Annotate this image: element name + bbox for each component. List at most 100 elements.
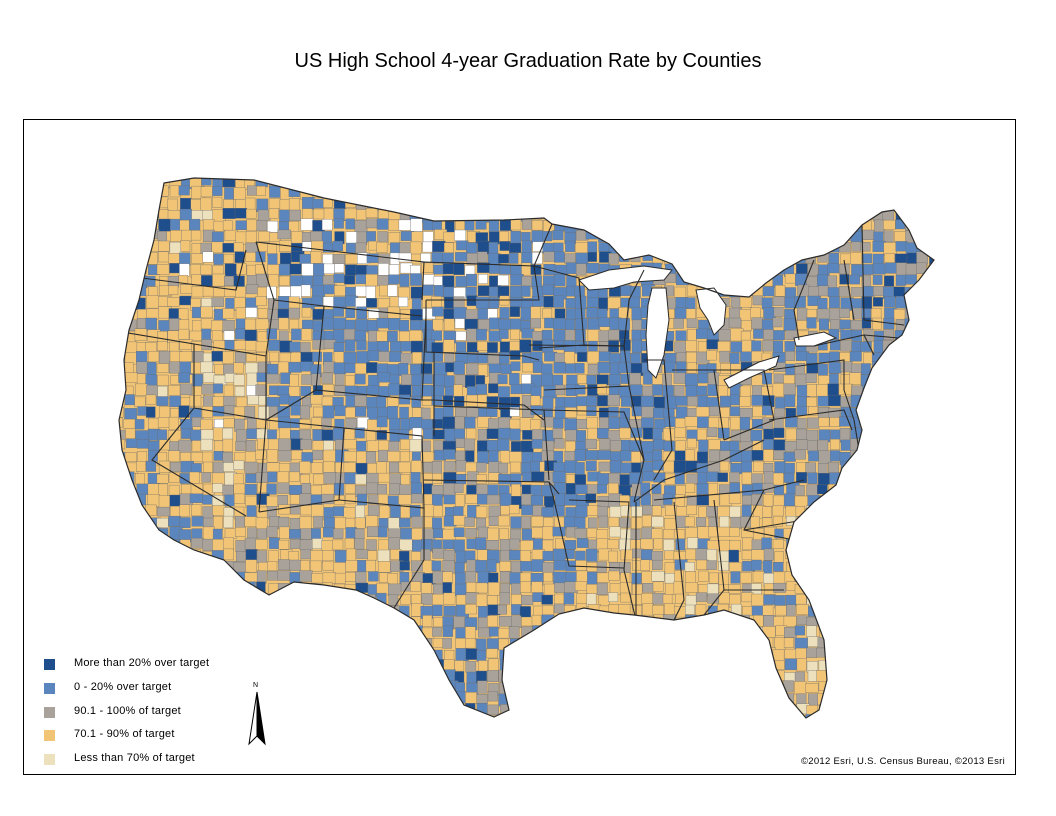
county[interactable] <box>431 252 443 264</box>
county[interactable] <box>520 727 530 737</box>
county[interactable] <box>696 626 706 640</box>
county[interactable] <box>807 231 820 242</box>
county[interactable] <box>664 185 677 199</box>
county[interactable] <box>706 714 719 724</box>
county[interactable] <box>839 319 851 329</box>
county[interactable] <box>531 614 542 627</box>
county[interactable] <box>258 406 271 420</box>
county[interactable] <box>797 188 810 200</box>
county[interactable] <box>541 373 553 387</box>
county[interactable] <box>377 606 391 620</box>
county[interactable] <box>134 176 146 186</box>
county[interactable] <box>576 538 589 548</box>
county[interactable] <box>323 472 337 484</box>
county[interactable] <box>178 275 189 285</box>
county[interactable] <box>387 627 401 638</box>
county[interactable] <box>168 416 179 431</box>
county[interactable] <box>169 395 181 408</box>
county[interactable] <box>289 614 302 627</box>
county[interactable] <box>301 175 314 186</box>
county[interactable] <box>431 296 442 308</box>
county[interactable] <box>378 449 390 462</box>
county[interactable] <box>927 528 937 540</box>
county[interactable] <box>324 694 337 705</box>
county[interactable] <box>807 670 818 682</box>
county[interactable] <box>850 659 863 672</box>
county[interactable] <box>851 727 864 736</box>
county[interactable] <box>929 229 941 242</box>
county[interactable] <box>917 584 931 594</box>
county[interactable] <box>499 726 512 737</box>
county[interactable] <box>345 307 356 318</box>
county[interactable] <box>696 240 709 251</box>
county[interactable] <box>258 231 271 242</box>
county[interactable] <box>520 691 531 704</box>
county[interactable] <box>432 517 443 529</box>
county[interactable] <box>234 351 246 365</box>
county[interactable] <box>508 704 521 716</box>
county[interactable] <box>686 251 699 266</box>
county[interactable] <box>795 647 807 660</box>
county[interactable] <box>321 230 332 245</box>
county[interactable] <box>288 626 298 638</box>
county[interactable] <box>740 661 751 672</box>
county[interactable] <box>357 560 368 572</box>
county[interactable] <box>224 165 236 178</box>
county[interactable] <box>574 341 588 354</box>
county[interactable] <box>916 606 929 617</box>
county[interactable] <box>564 638 576 650</box>
county[interactable] <box>863 505 875 517</box>
county[interactable] <box>323 726 332 737</box>
county[interactable] <box>324 603 337 616</box>
county[interactable] <box>708 727 718 737</box>
county[interactable] <box>841 550 854 562</box>
county[interactable] <box>728 549 739 563</box>
county[interactable] <box>906 353 918 364</box>
county[interactable] <box>222 175 236 188</box>
county[interactable] <box>388 714 400 726</box>
county[interactable] <box>256 220 268 231</box>
county[interactable] <box>387 284 398 297</box>
county[interactable] <box>806 594 817 606</box>
county[interactable] <box>896 483 906 495</box>
county[interactable] <box>245 559 257 573</box>
county[interactable] <box>423 694 436 706</box>
county[interactable] <box>532 331 543 341</box>
county[interactable] <box>817 274 828 287</box>
county[interactable] <box>587 318 600 331</box>
county[interactable] <box>784 229 795 241</box>
county[interactable] <box>607 230 621 242</box>
county[interactable] <box>882 638 896 649</box>
county[interactable] <box>203 461 213 473</box>
county[interactable] <box>531 176 544 189</box>
county[interactable] <box>169 549 179 561</box>
county[interactable] <box>598 704 609 718</box>
county[interactable] <box>333 562 346 574</box>
county[interactable] <box>684 230 696 242</box>
county[interactable] <box>123 197 135 209</box>
county[interactable] <box>511 649 522 661</box>
county[interactable] <box>784 273 796 284</box>
county[interactable] <box>872 317 882 330</box>
county[interactable] <box>851 341 862 353</box>
county[interactable] <box>697 198 708 209</box>
county[interactable] <box>135 583 147 596</box>
county[interactable] <box>222 220 233 231</box>
county[interactable] <box>488 572 499 584</box>
county[interactable] <box>906 363 918 377</box>
county[interactable] <box>125 592 138 604</box>
county[interactable] <box>651 625 663 639</box>
county[interactable] <box>554 593 565 606</box>
county[interactable] <box>588 517 598 529</box>
county[interactable] <box>377 176 389 190</box>
county[interactable] <box>819 704 832 718</box>
county[interactable] <box>641 738 651 751</box>
county[interactable] <box>662 451 676 462</box>
county[interactable] <box>411 516 423 528</box>
county[interactable] <box>883 715 896 727</box>
county[interactable] <box>169 341 180 352</box>
county[interactable] <box>453 361 465 375</box>
county[interactable] <box>652 592 665 605</box>
county[interactable] <box>300 627 314 641</box>
county[interactable] <box>389 473 403 485</box>
